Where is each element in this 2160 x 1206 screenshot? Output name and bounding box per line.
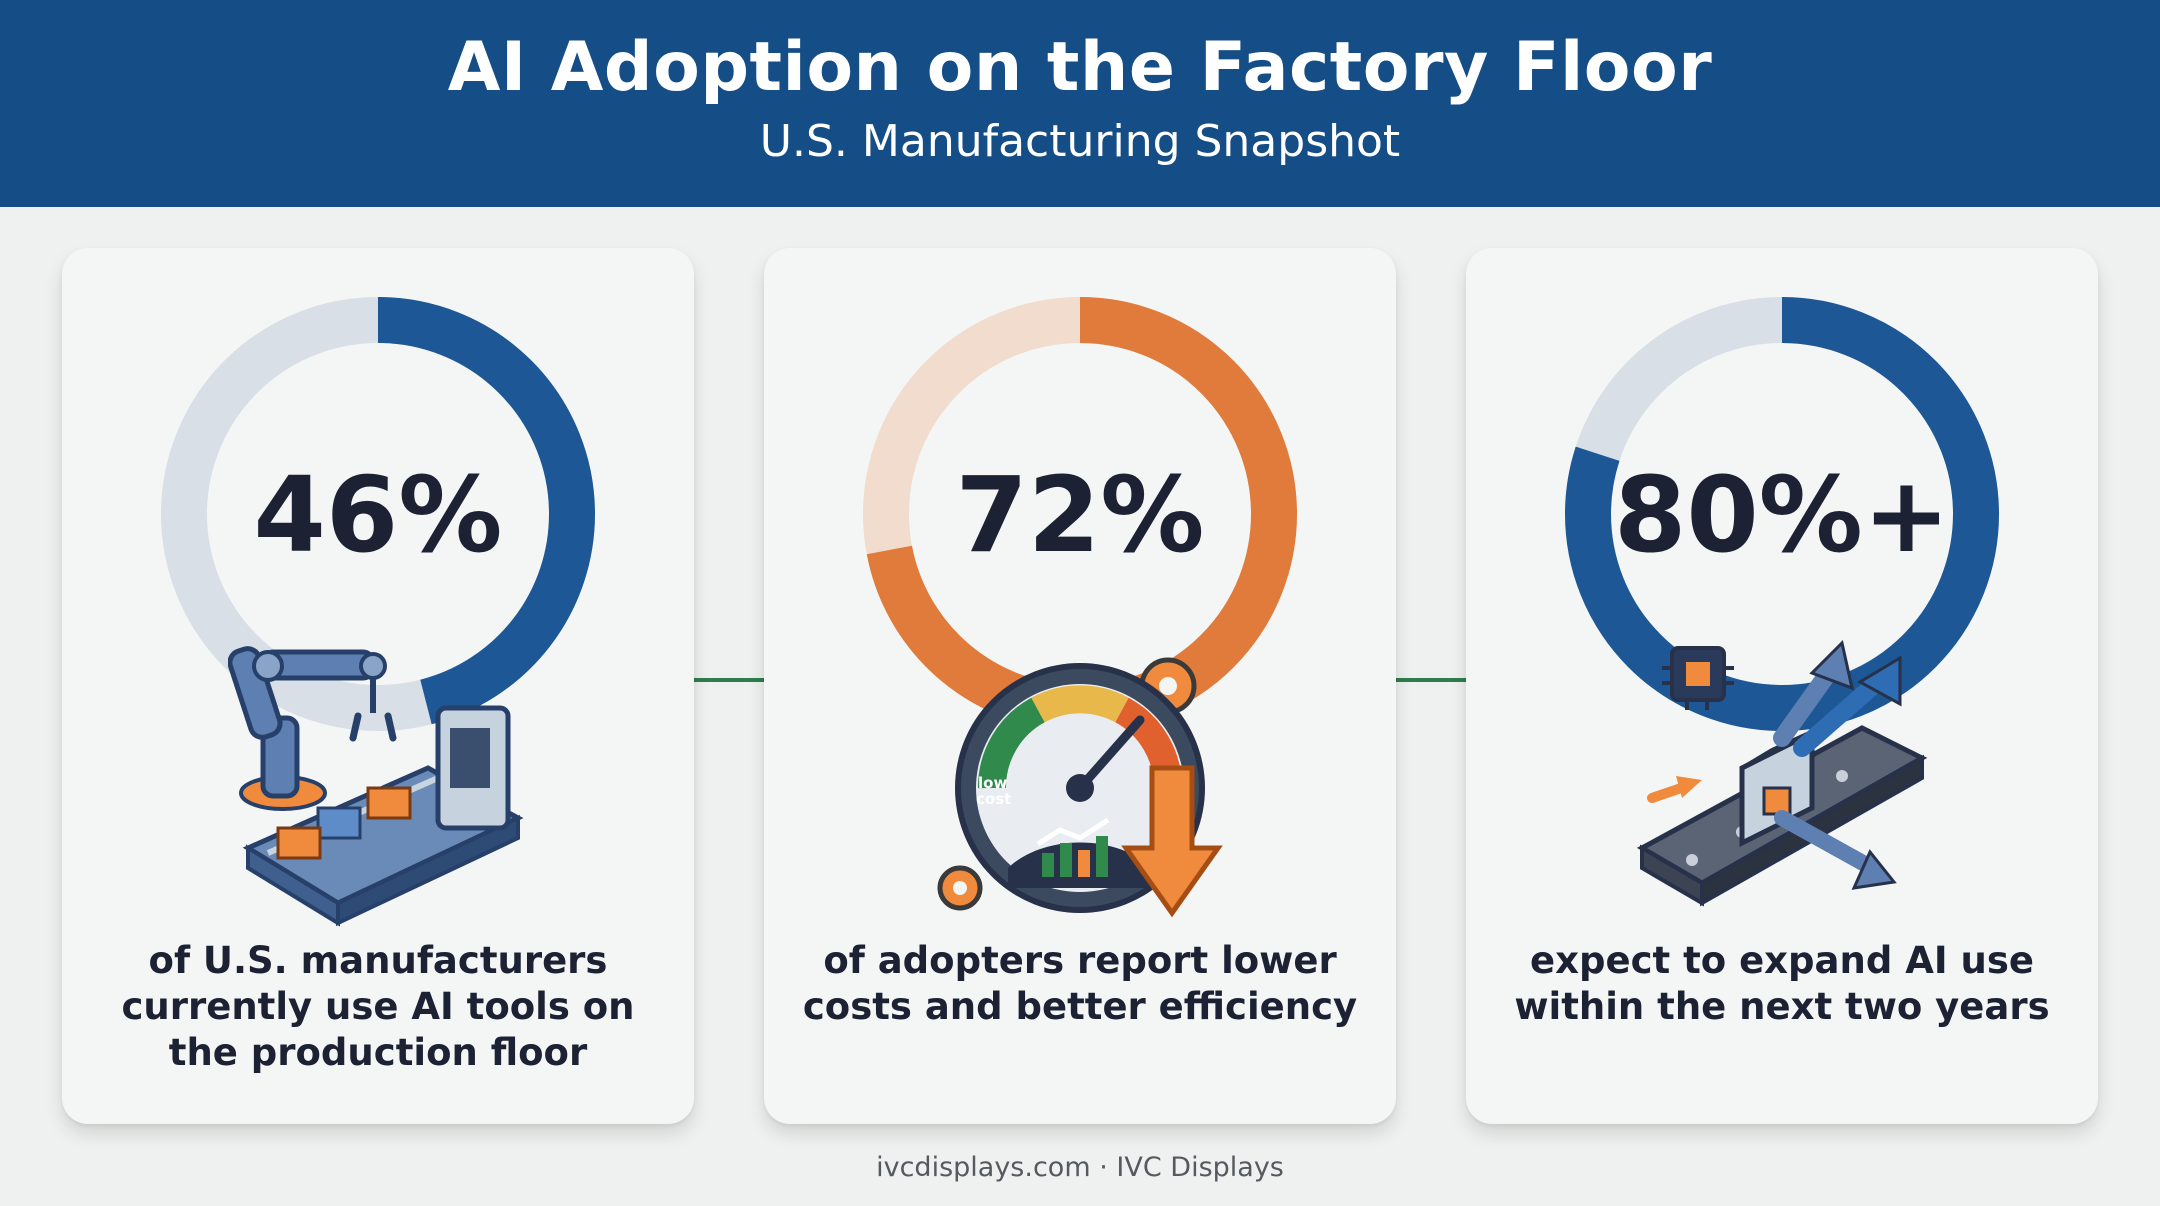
caption-line: of adopters report lower <box>823 939 1337 982</box>
stat-card-expansion: 80%+ expect to expand AI use within the … <box>1466 248 2098 1124</box>
caption-line: of U.S. manufacturers <box>148 939 608 982</box>
footer-brand: IVC Displays <box>1116 1152 1284 1183</box>
page-title: AI Adoption on the Factory Floor <box>447 28 1713 107</box>
gauge-label-cost: cost <box>976 790 1011 808</box>
caption-line: within the next two years <box>1514 985 2050 1028</box>
progress-ring-arc <box>1565 297 1999 731</box>
cost-gauge-icon: low cost <box>937 657 1223 918</box>
stat-value: 72% <box>955 454 1205 576</box>
stat-caption: of U.S. manufacturers currently use AI t… <box>82 938 674 1076</box>
robotic-arm-assembly-line-icon <box>228 646 524 927</box>
footer-credit: ivcdisplays.com · IVC Displays <box>0 1152 2160 1183</box>
progress-ring-arc <box>161 297 595 731</box>
header-banner: AI Adoption on the Factory Floor U.S. Ma… <box>0 0 2160 207</box>
connector-line-2 <box>1396 678 1466 682</box>
connector-line-1 <box>694 678 764 682</box>
gauge-label-low: low <box>978 774 1007 792</box>
caption-line: expect to expand AI use <box>1530 939 2034 982</box>
caption-line: costs and better efficiency <box>802 985 1358 1028</box>
footer-separator: · <box>1099 1152 1108 1183</box>
stat-value: 80%+ <box>1613 454 1951 576</box>
stat-card-adopters: 72% low cost of adopters report lower co… <box>764 248 1396 1124</box>
stat-card-manufacturers: 46% of U.S. manufacturers currently use … <box>62 248 694 1124</box>
stat-caption: of adopters report lower costs and bette… <box>784 938 1376 1030</box>
ai-chip-conveyor-growth-icon <box>1636 640 1928 907</box>
caption-line: the production floor <box>168 1031 588 1074</box>
caption-line: currently use AI tools on <box>121 985 635 1028</box>
page-subtitle: U.S. Manufacturing Snapshot <box>759 116 1401 167</box>
stat-value: 46% <box>253 454 503 576</box>
footer-site-link[interactable]: ivcdisplays.com <box>876 1152 1091 1183</box>
stat-caption: expect to expand AI use within the next … <box>1486 938 2078 1030</box>
progress-ring <box>1565 297 1999 731</box>
progress-ring <box>161 297 595 731</box>
